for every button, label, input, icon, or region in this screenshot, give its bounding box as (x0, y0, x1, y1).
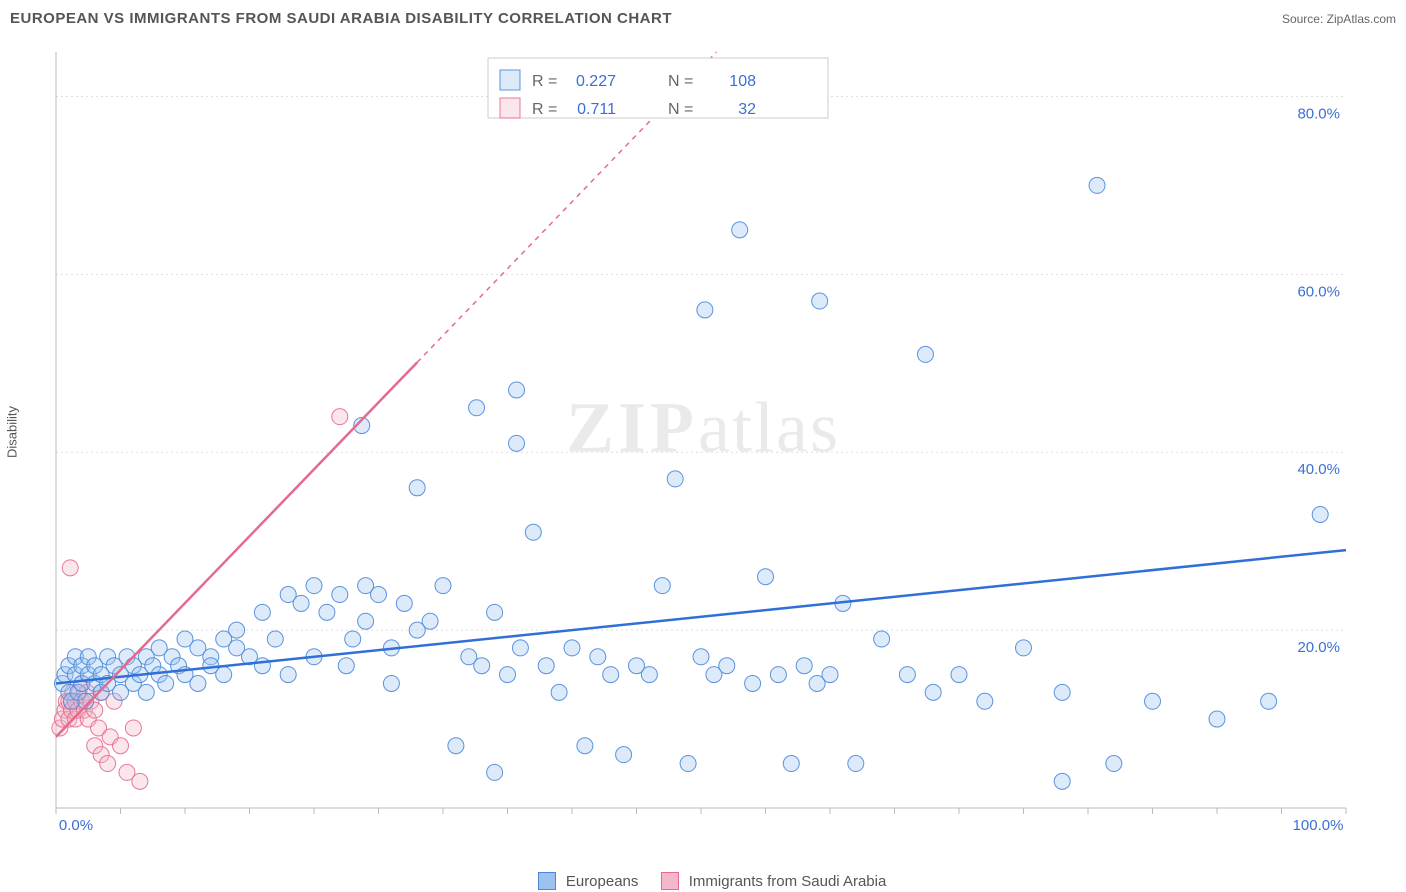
scatter-plot: 20.0% 40.0% 60.0% 80.0% 0.0% 100.0% R = 0.227 N … (50, 42, 1390, 832)
svg-text:0.711: 0.711 (577, 101, 616, 118)
bottom-legend: Europeans Immigrants from Saudi Arabia (0, 872, 1406, 890)
svg-text:R =: R = (532, 73, 557, 90)
chart-source: Source: ZipAtlas.com (1282, 12, 1396, 26)
svg-text:R =: R = (532, 101, 557, 118)
chart-title: EUROPEAN VS IMMIGRANTS FROM SAUDI ARABIA… (10, 10, 672, 27)
source-name: ZipAtlas.com (1327, 12, 1396, 26)
legend-label-europeans: Europeans (566, 873, 639, 890)
svg-text:N =: N = (668, 73, 693, 90)
svg-text:100.0%: 100.0% (1293, 817, 1344, 832)
legend-label-saudi: Immigrants from Saudi Arabia (689, 873, 887, 890)
legend-swatch-saudi (661, 872, 679, 890)
svg-text:20.0%: 20.0% (1297, 639, 1340, 656)
svg-text:108: 108 (729, 73, 756, 90)
source-prefix: Source: (1282, 12, 1327, 26)
legend-swatch-europeans (538, 872, 556, 890)
svg-text:0.0%: 0.0% (59, 817, 93, 832)
svg-text:32: 32 (738, 101, 756, 118)
chart-header: EUROPEAN VS IMMIGRANTS FROM SAUDI ARABIA… (10, 10, 1396, 38)
svg-text:N =: N = (668, 101, 693, 118)
plot-svg: 20.0% 40.0% 60.0% 80.0% 0.0% 100.0% R = 0.227 N … (50, 42, 1390, 832)
y-axis-label: Disability (5, 406, 20, 458)
svg-text:0.227: 0.227 (576, 73, 616, 90)
svg-text:40.0%: 40.0% (1297, 461, 1340, 478)
svg-text:80.0%: 80.0% (1297, 105, 1340, 122)
svg-text:60.0%: 60.0% (1297, 283, 1340, 300)
